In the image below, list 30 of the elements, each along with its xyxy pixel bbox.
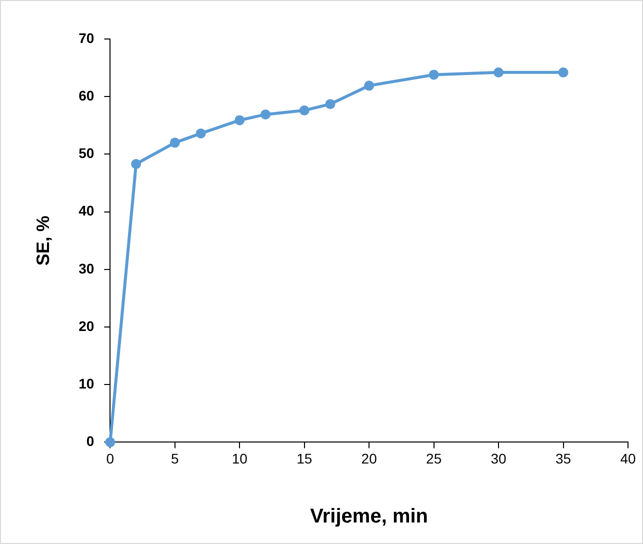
- x-tick-label: 25: [426, 450, 442, 466]
- x-tick-label: 20: [361, 450, 378, 466]
- x-tick-label: 35: [555, 450, 572, 466]
- x-axis-title: Vrijeme, min: [310, 506, 428, 528]
- point: [494, 67, 504, 78]
- point: [170, 138, 180, 148]
- x-tick-label: 5: [171, 450, 179, 466]
- y-tick-label: 10: [78, 375, 94, 392]
- x-tick-label: 30: [490, 450, 507, 466]
- x-tick-label: 40: [620, 450, 636, 466]
- x-tick-label: 10: [232, 450, 248, 466]
- x-tick-label: 0: [106, 450, 114, 466]
- point: [196, 128, 206, 138]
- y-tick-label: 50: [78, 145, 94, 162]
- x-tick-label: 15: [296, 450, 312, 466]
- point: [260, 109, 271, 120]
- y-axis-title: SE, %: [32, 216, 53, 266]
- point: [558, 67, 568, 78]
- point: [364, 80, 374, 91]
- y-tick-label: 0: [86, 433, 94, 450]
- y-tick-label: 70: [78, 30, 94, 46]
- point: [299, 105, 310, 116]
- point: [325, 99, 336, 110]
- point: [428, 70, 439, 80]
- y-tick-label: 20: [78, 318, 94, 334]
- point: [234, 115, 245, 126]
- y-tick-label: 60: [78, 87, 94, 104]
- point: [131, 158, 142, 169]
- y-tick-label: 40: [78, 202, 94, 219]
- y-tick-label: 30: [78, 260, 94, 276]
